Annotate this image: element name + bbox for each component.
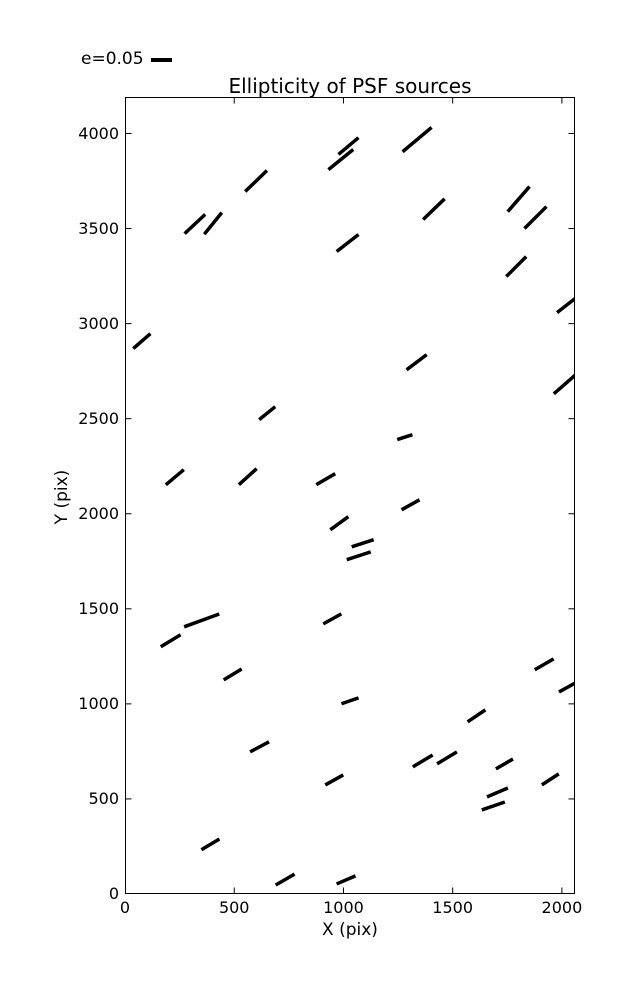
x-tick-label: 2000: [541, 898, 583, 917]
ellipticity-segment: [533, 657, 555, 672]
ellipticity-segment: [481, 800, 506, 812]
ellipticity-segment: [346, 550, 372, 562]
y-tick-label: 500: [88, 788, 119, 808]
ellipticity-segment: [249, 740, 270, 754]
y-tick-label: 0: [108, 884, 119, 903]
y-tick-label: 2000: [78, 503, 119, 523]
ellipticity-segment: [183, 213, 207, 235]
ellipticity-segment: [466, 708, 487, 724]
ellipticity-segment: [337, 136, 360, 156]
ellipticity-segment: [436, 750, 458, 766]
ellipticity-segment: [258, 405, 277, 422]
ellipticity-segment: [340, 696, 360, 706]
x-tick-label: 1500: [432, 898, 474, 917]
legend-label: e=0.05: [81, 49, 144, 69]
ellipticity-segment: [540, 772, 560, 787]
ellipticity-segment: [322, 612, 343, 626]
ellipticity-segment: [351, 537, 375, 549]
ellipticity-segment: [411, 753, 434, 769]
ellipticity-segment: [315, 472, 337, 487]
legend-reference-line: [150, 58, 172, 62]
ellipticity-segment: [202, 211, 224, 236]
y-tick-label: 2500: [78, 408, 119, 428]
ellipticity-segment: [324, 773, 345, 787]
ellipticity-segment: [243, 169, 269, 193]
x-tick-label: 500: [218, 898, 250, 917]
ellipticity-segment: [555, 296, 575, 314]
plot-area: [125, 97, 575, 894]
y-tick-label: 4000: [78, 123, 119, 143]
ellipticity-segment: [486, 786, 509, 799]
ellipticity-segment: [558, 681, 575, 694]
ellipticity-segment: [396, 433, 413, 442]
ellipticity-segment: [200, 837, 221, 852]
ellipticity-segment: [222, 667, 243, 682]
x-tick-labels: 0 500 1000 1500 2000: [120, 898, 582, 918]
legend: e=0.05: [81, 50, 172, 68]
ellipticity-segment: [159, 633, 182, 649]
ellipticity-segment: [505, 255, 528, 278]
ellipticity-segment: [183, 612, 220, 629]
y-tick-label: 3000: [78, 313, 119, 333]
ellipticity-segment: [274, 872, 296, 887]
ellipticity-segment: [401, 126, 433, 154]
y-tick-label: 1000: [78, 693, 119, 713]
x-tick-label: 0: [119, 898, 131, 917]
y-tick-labels: 0 500 1000 1500 2000 2500 3000 3500 4000: [0, 97, 119, 902]
y-tick-label: 1500: [78, 598, 119, 618]
ellipticity-segment: [164, 468, 185, 487]
ellipticity-segment: [405, 353, 428, 372]
x-tick-label: 1000: [323, 898, 364, 917]
ellipticity-segment: [421, 197, 446, 221]
ellipticity-segment: [327, 148, 355, 171]
ellipticity-segment: [132, 332, 152, 350]
chart-title: Ellipticity of PSF sources: [228, 74, 472, 98]
ellipticity-segment: [523, 205, 548, 230]
ellipticity-segment: [552, 373, 575, 396]
x-axis-label: X (pix): [322, 920, 378, 940]
y-tick-label: 3500: [78, 218, 119, 238]
ellipticity-segment: [400, 498, 421, 512]
ellipticity-segment: [329, 515, 350, 532]
ellipticity-segment: [495, 757, 514, 771]
y-axis-label: Y (pix): [52, 469, 72, 525]
axes-spines: [125, 97, 575, 894]
ellipticity-segment: [237, 467, 258, 486]
ellipticity-segment: [335, 874, 357, 886]
ellipticity-segment: [335, 233, 360, 253]
ellipticity-segment: [506, 185, 531, 213]
